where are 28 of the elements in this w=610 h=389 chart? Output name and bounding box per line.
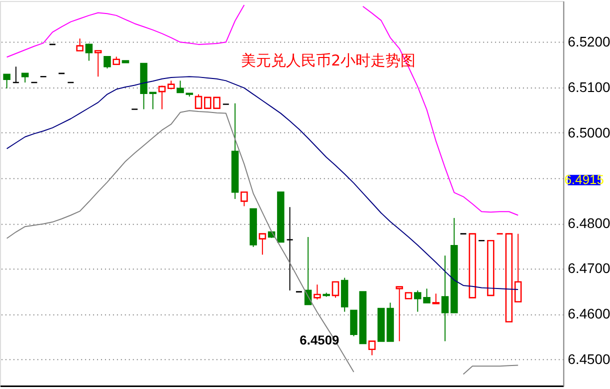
candlestick: [368, 340, 376, 356]
candlestick: [176, 80, 184, 94]
y-tick-label: 6.5000: [568, 124, 610, 140]
y-tick-label: 6.4600: [568, 305, 610, 322]
candlestick: [396, 286, 404, 342]
candlestick: [21, 72, 29, 83]
candlestick: [158, 85, 166, 110]
y-tick-label: 6.4800: [568, 214, 610, 231]
y-tick-label: 6.4500: [568, 350, 610, 367]
annotation: 6.4509: [300, 332, 340, 348]
y-tick-label: 6.4700: [568, 260, 610, 276]
candlestick: [240, 191, 248, 207]
candlestick: [76, 38, 84, 52]
candlestick: [514, 233, 522, 302]
candlestick: [194, 94, 202, 109]
candlestick: [3, 74, 10, 89]
candlestick: [332, 281, 340, 298]
candlestick: [314, 284, 321, 300]
y-tick-label: 6.5200: [568, 34, 610, 50]
candlestick: [94, 50, 102, 78]
candlestick: [441, 255, 449, 342]
y-tick-label: 6.5100: [568, 78, 610, 95]
candlestick: [432, 293, 440, 304]
candlestick: [286, 206, 294, 291]
candlestick: [258, 233, 266, 256]
candlestick: [104, 56, 111, 69]
candlestick: [12, 66, 20, 84]
candlestick: [85, 43, 93, 62]
